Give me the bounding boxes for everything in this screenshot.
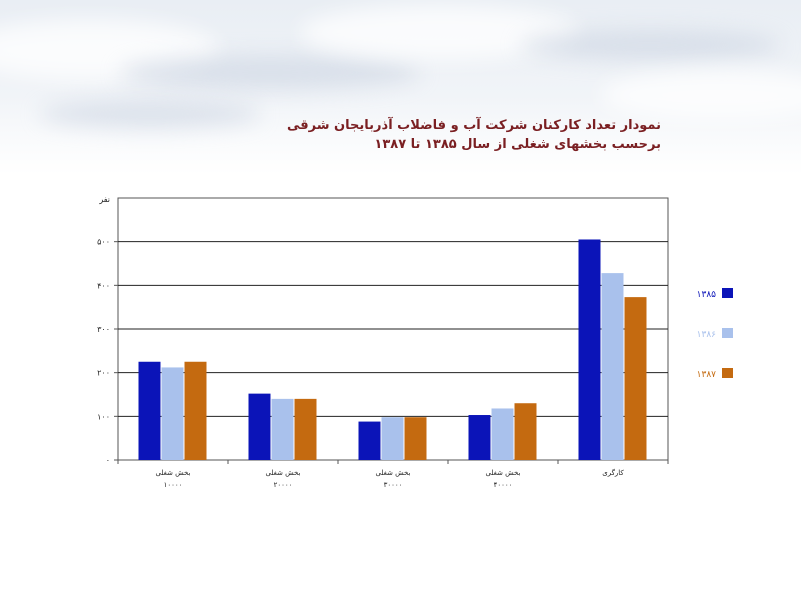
legend-swatch-2 [722,328,733,338]
bar-series1-1 [138,361,161,460]
bar-series2-4 [491,408,514,460]
legend-label-3: ۱۳۸۷ [697,370,717,380]
legend-label-2: ۱۳۸۶ [697,330,717,340]
y-tick-label: ۳۰۰ [97,325,110,334]
x-tick-label: بخش شغلی [265,469,300,477]
chart-title-line2: برحسب بخشهای شغلی از سال ۱۳۸۵ تا ۱۳۸۷ [374,137,661,152]
bar-series3-3 [404,417,427,460]
legend-label-1: ۱۳۸۵ [697,290,717,300]
x-tick-label-number: ۳۰۰۰۰ [384,481,403,489]
background-sky [0,0,801,175]
chart-title-line1: نمودار تعداد کارکنان شرکت آب و فاضلاب آذ… [286,118,661,133]
bar-series3-4 [514,403,537,460]
bar-series1-3 [358,421,381,460]
y-tick-label: ۱۰۰ [97,412,110,421]
x-tick-label-number: ۱۰۰۰۰ [164,481,183,489]
bar-series3-1 [184,361,207,460]
y-tick-label: ۵۰۰ [97,238,110,247]
x-tick-label: بخش شغلی [485,469,520,477]
bar-series1-5 [578,239,601,460]
x-tick-label-number: ۴۰۰۰۰ [494,481,513,489]
y-tick-label: ۲۰۰ [97,369,110,378]
x-tick-label: بخش شغلی [155,469,190,477]
bar-series1-2 [248,393,271,460]
bar-series3-2 [294,398,317,460]
y-axis-label: نفر [98,195,110,204]
bar-series3-5 [624,297,647,460]
x-tick-label-number: ۲۰۰۰۰ [274,481,293,489]
bar-series2-1 [161,367,184,460]
y-tick-label: ۴۰۰ [97,281,110,290]
bar-series2-5 [601,273,624,460]
y-tick-label: ۰ [106,456,110,465]
bar-series1-4 [468,415,491,460]
x-tick-label: بخش شغلی [375,469,410,477]
bar-series2-2 [271,398,294,460]
chart-title: نمودار تعداد کارکنان شرکت آب و فاضلاب آذ… [241,116,661,154]
x-tick-label: کارگری [602,468,624,477]
legend-swatch-3 [722,368,733,378]
bar-series2-3 [381,417,404,460]
legend-swatch-1 [722,288,733,298]
